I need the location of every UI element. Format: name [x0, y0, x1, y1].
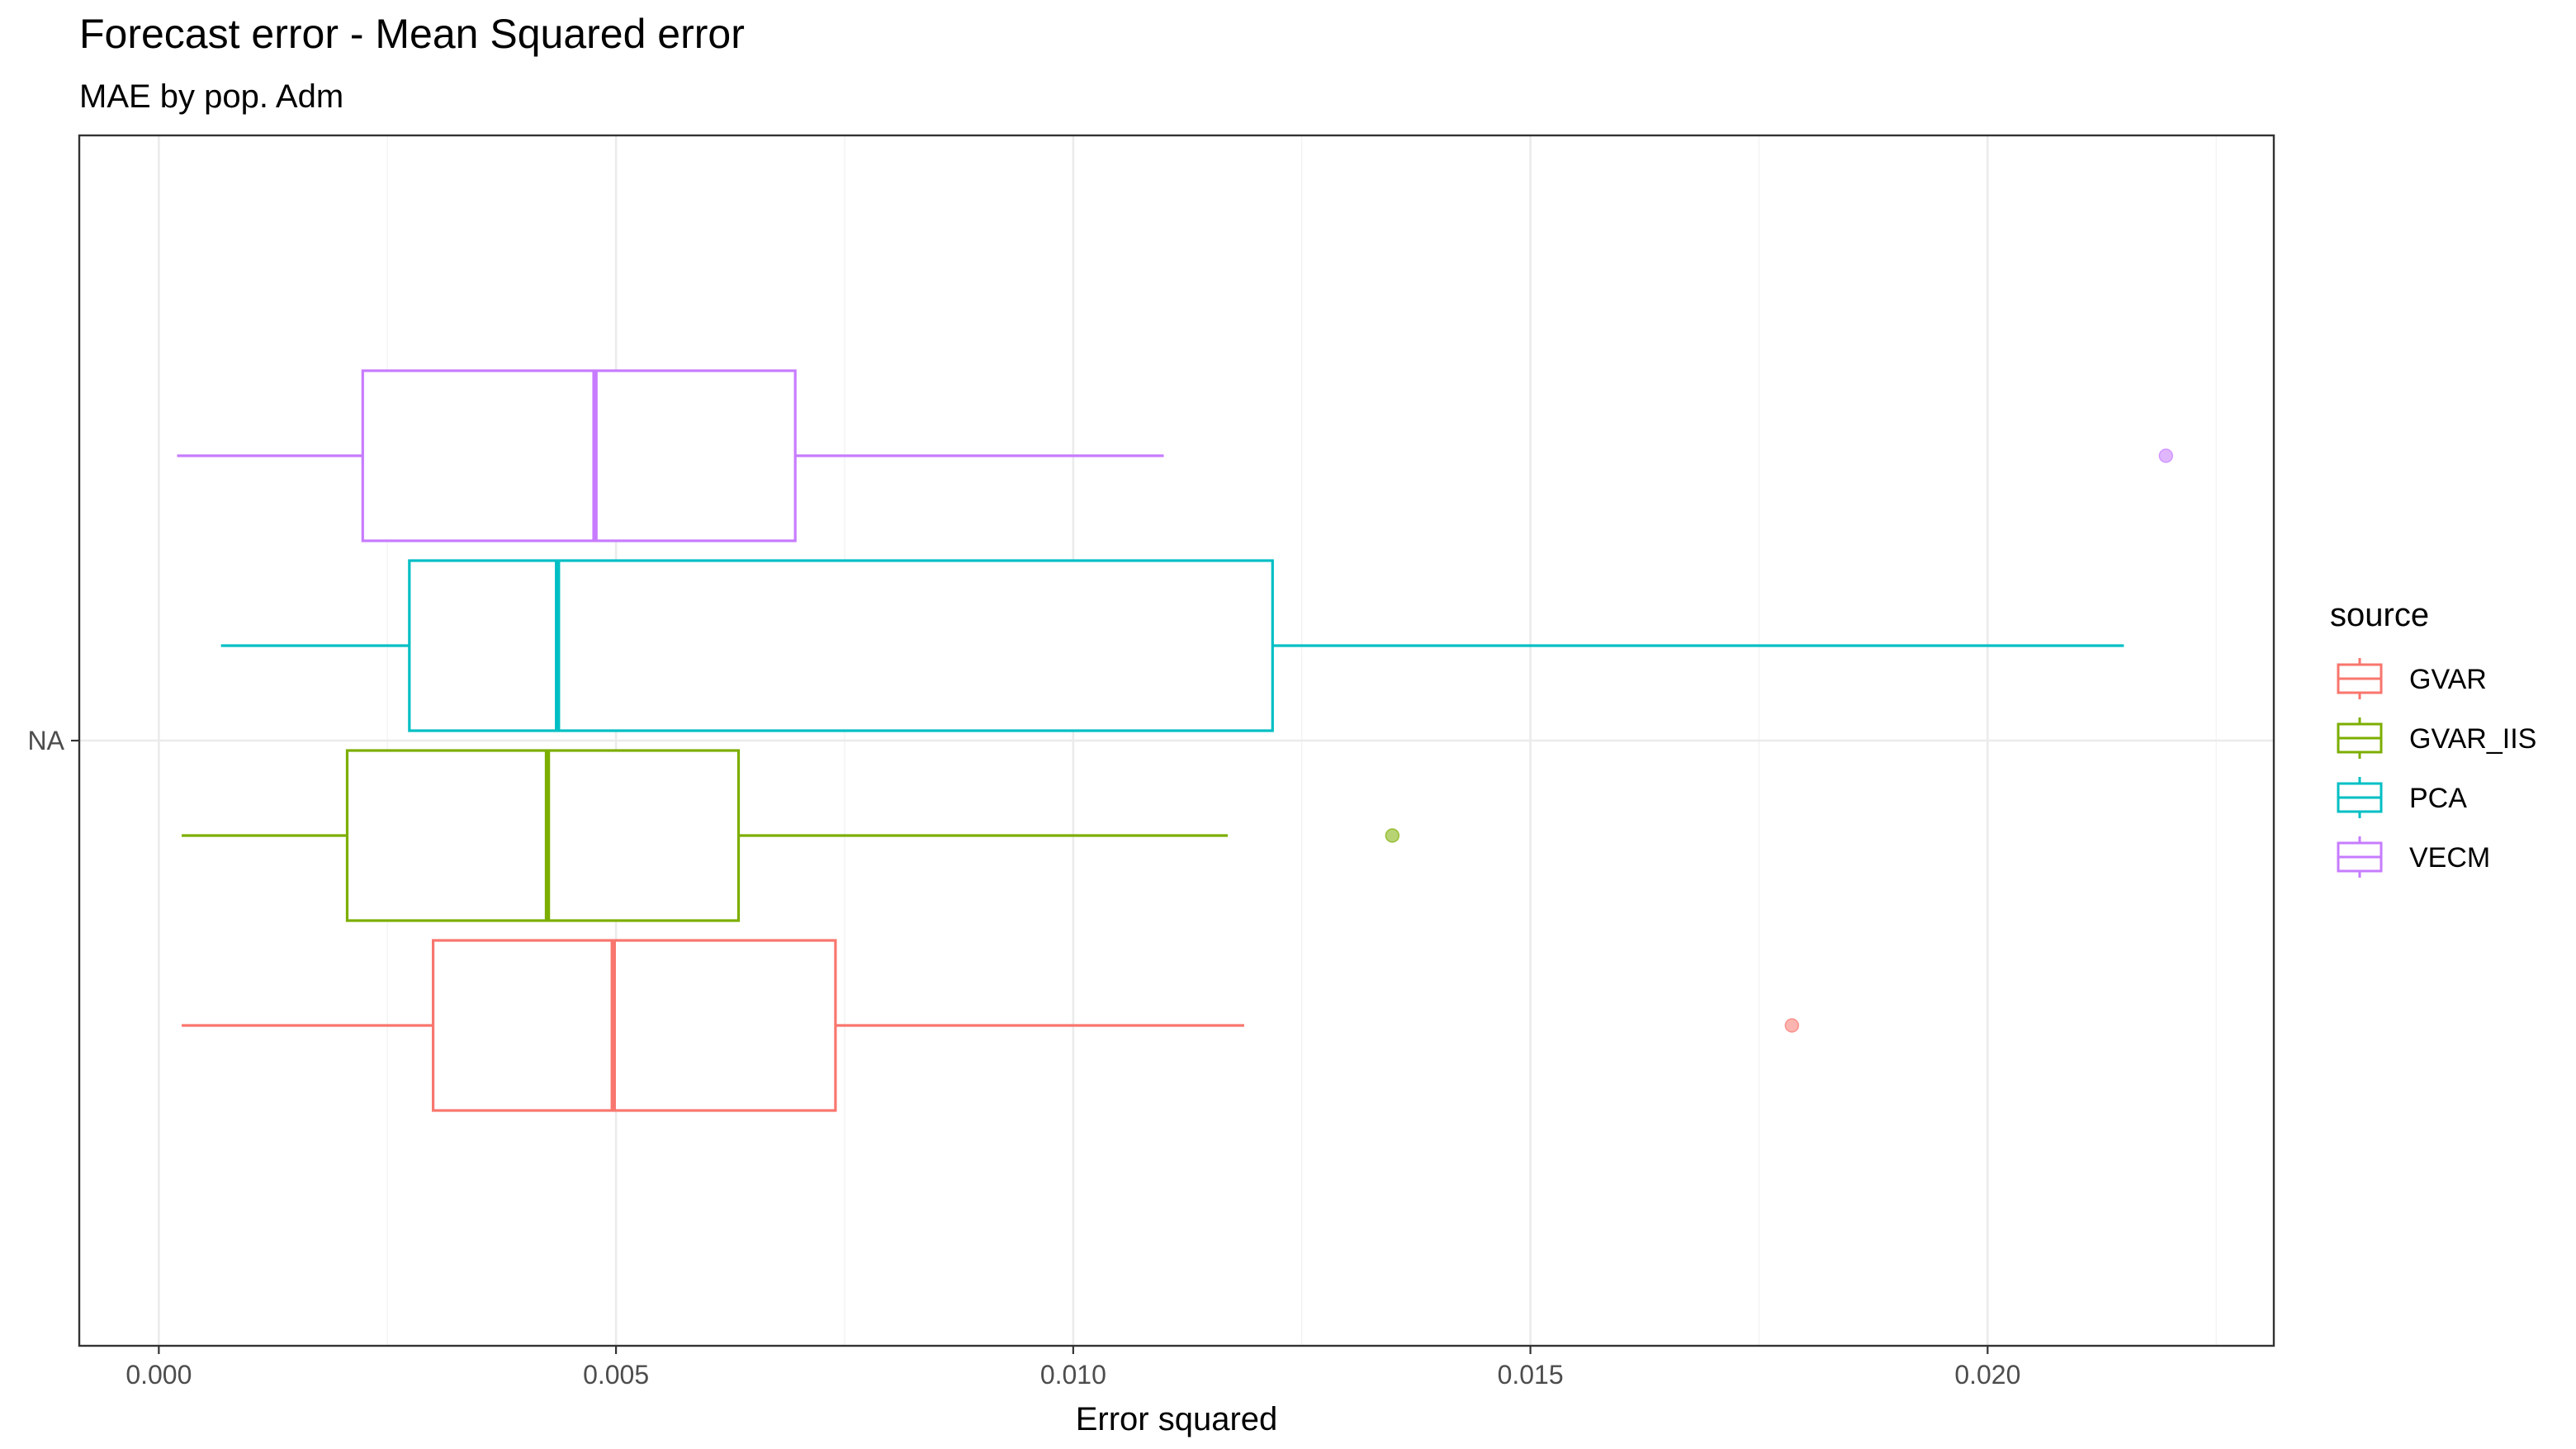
boxplot-gvar: [182, 939, 1800, 1112]
x-axis-tick-label: 0.010: [1040, 1360, 1106, 1390]
iqr-box: [432, 939, 837, 1112]
box-layer: [177, 369, 2174, 1112]
boxplot-pca: [220, 559, 2124, 732]
x-axis-tick-label: 0.015: [1498, 1360, 1564, 1390]
legend-items: GVAR GVAR_IIS PCA VECM: [2337, 658, 2536, 878]
outlier-point: [2158, 448, 2174, 463]
axis-layer: 0.000 0.005 0.010 0.015 0.020 NA: [28, 726, 2021, 1390]
x-axis-tick-label: 0.000: [125, 1360, 192, 1390]
legend-item-pca: PCA: [2337, 777, 2467, 818]
outlier-point: [1784, 1018, 1800, 1033]
legend-item-gvar-iis: GVAR_IIS: [2337, 717, 2536, 759]
iqr-box: [408, 559, 1274, 732]
legend-label: PCA: [2409, 783, 2467, 814]
legend-item-vecm: VECM: [2337, 836, 2490, 878]
legend-label: GVAR: [2409, 664, 2487, 695]
iqr-box: [361, 369, 797, 542]
legend-label: VECM: [2409, 842, 2490, 874]
iqr-box: [345, 749, 741, 922]
grid-layer: [79, 135, 2274, 1346]
boxplot-vecm: [177, 369, 2174, 542]
legend-item-gvar: GVAR: [2337, 658, 2487, 699]
x-axis-tick-label: 0.005: [583, 1360, 649, 1390]
chart-subtitle: MAE by pop. Adm: [79, 78, 343, 115]
chart-title: Forecast error - Mean Squared error: [79, 11, 745, 57]
y-axis-tick-label: NA: [28, 726, 65, 755]
x-axis-title: Error squared: [1076, 1401, 1278, 1437]
boxplot-gvar-iis: [182, 749, 1400, 922]
legend: source GVAR GVAR_IIS PCA VECM: [2330, 597, 2536, 878]
legend-label: GVAR_IIS: [2409, 723, 2536, 755]
x-axis-tick-label: 0.020: [1954, 1360, 2020, 1390]
legend-title: source: [2330, 597, 2429, 633]
outlier-point: [1385, 828, 1400, 843]
